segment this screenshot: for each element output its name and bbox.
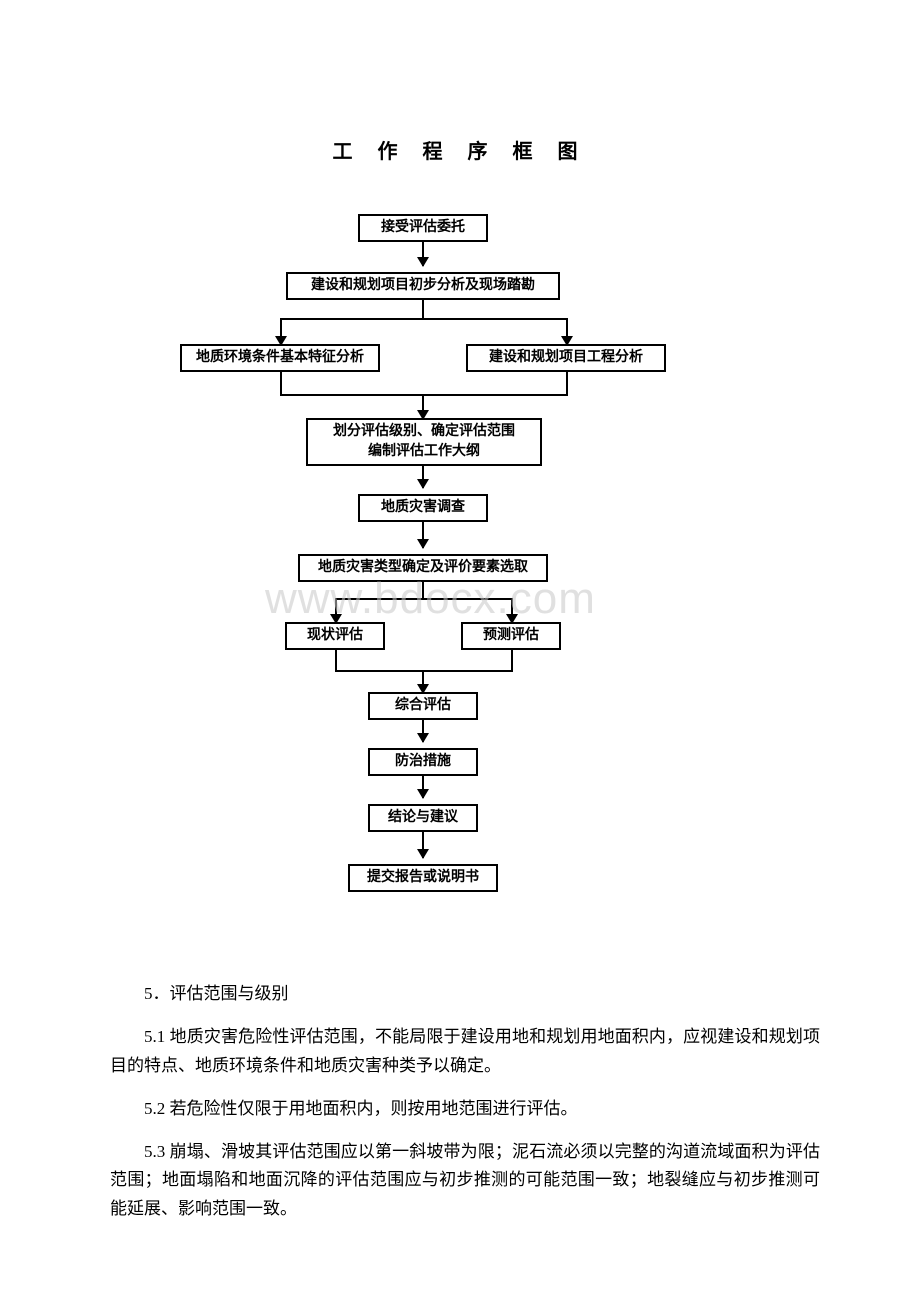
node-initial-analysis: 建设和规划项目初步分析及现场踏勘 (286, 272, 560, 300)
node-conclusion: 结论与建议 (368, 804, 478, 832)
node-predict-eval: 预测评估 (461, 622, 561, 650)
workflow-flowchart: 接受评估委托 建设和规划项目初步分析及现场踏勘 地质环境条件基本特征分析 建设和… (0, 184, 920, 1004)
section5-heading: 5．评估范围与级别 (110, 980, 820, 1009)
node-prevention: 防治措施 (368, 748, 478, 776)
node-project-analysis: 建设和规划项目工程分析 (466, 344, 666, 372)
page-title: 工 作 程 序 框 图 (0, 0, 920, 184)
node-hazard-type: 地质灾害类型确定及评价要素选取 (298, 554, 548, 582)
node-submit: 提交报告或说明书 (348, 864, 498, 892)
node-level-scope-line1: 划分评估级别、确定评估范围 (333, 422, 515, 442)
node-geo-env: 地质环境条件基本特征分析 (180, 344, 380, 372)
node-current-eval: 现状评估 (285, 622, 385, 650)
node-level-scope-line2: 编制评估工作大纲 (333, 442, 515, 462)
node-comprehensive: 综合评估 (368, 692, 478, 720)
paragraph-5-2: 5.2 若危险性仅限于用地面积内，则按用地范围进行评估。 (110, 1095, 820, 1124)
node-accept: 接受评估委托 (358, 214, 488, 242)
node-level-scope: 划分评估级别、确定评估范围 编制评估工作大纲 (306, 418, 542, 466)
paragraph-5-3: 5.3 崩塌、滑坡其评估范围应以第一斜坡带为限；泥石流必须以完整的沟道流域面积为… (110, 1138, 820, 1225)
node-hazard-survey: 地质灾害调查 (358, 494, 488, 522)
paragraph-5-1: 5.1 地质灾害危险性评估范围，不能局限于建设用地和规划用地面积内，应视建设和规… (110, 1023, 820, 1081)
body-text-block: 5．评估范围与级别 5.1 地质灾害危险性评估范围，不能局限于建设用地和规划用地… (110, 980, 820, 1224)
